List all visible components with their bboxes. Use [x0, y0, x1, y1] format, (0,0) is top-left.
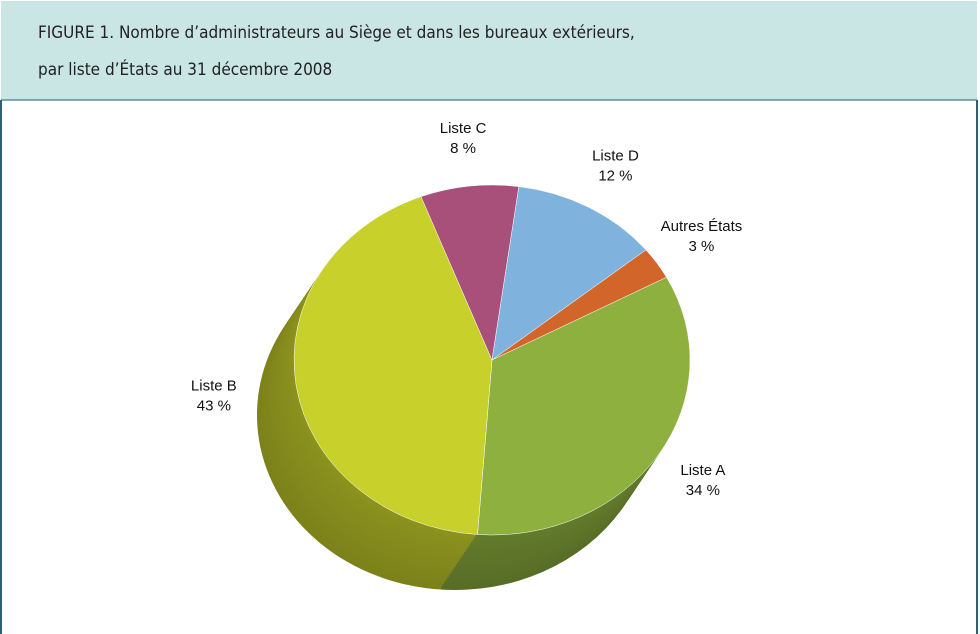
slice-label: Liste A	[680, 462, 725, 479]
slice-value: 3 %	[689, 238, 715, 255]
slice-value: 8 %	[450, 140, 476, 157]
pie-slice	[293, 196, 493, 535]
pie-slice	[491, 186, 647, 361]
slice-value: 34 %	[686, 482, 720, 499]
slice-value: 43 %	[197, 397, 231, 414]
slice-value: 12 %	[598, 167, 632, 184]
slice-label: Liste C	[440, 120, 487, 137]
chart-title: FIGURE 1. Nombre d’administrateurs au Si…	[38, 23, 635, 43]
header-band	[1, 1, 977, 100]
pie-slice	[420, 184, 520, 361]
pie-slice	[477, 276, 691, 536]
slice-label: Liste B	[191, 377, 237, 394]
chart-title: par liste d’États au 31 décembre 2008	[38, 58, 332, 80]
slice-label: Liste D	[592, 147, 639, 164]
slice-label: Autres États	[661, 218, 743, 235]
